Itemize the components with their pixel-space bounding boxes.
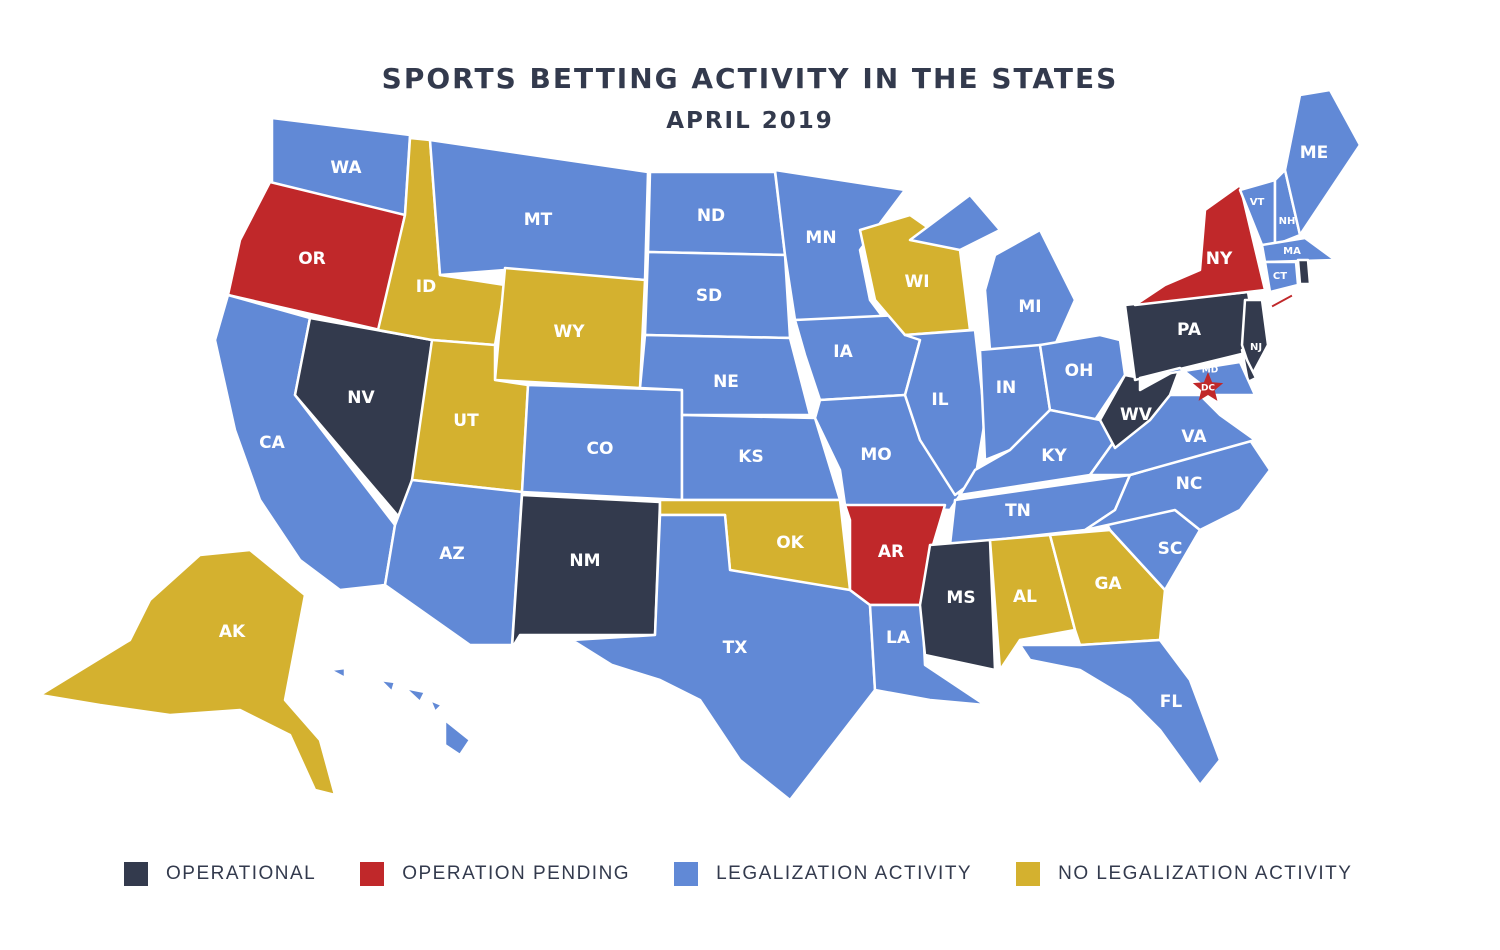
state-label-MD: MD (1202, 366, 1218, 376)
state-label-NM: NM (569, 551, 600, 571)
legend-label: OPERATION PENDING (402, 863, 631, 884)
state-CT (1263, 260, 1300, 294)
state-label-WV: WV (1120, 405, 1153, 425)
state-MD (1138, 360, 1257, 397)
legend-item-legalization: LEGALIZATION ACTIVITY (674, 862, 972, 886)
legend-swatch (674, 862, 699, 886)
state-FL (1018, 638, 1222, 787)
legend: OPERATIONAL OPERATION PENDING LEGALIZATI… (124, 862, 1396, 886)
state-label-AZ: AZ (439, 544, 464, 564)
state-label-CO: CO (587, 439, 614, 459)
state-AK (38, 548, 337, 797)
state-label-NE: NE (713, 372, 739, 392)
state-DE (1240, 348, 1258, 384)
legend-item-operational: OPERATIONAL (124, 862, 316, 886)
state-RI (1296, 258, 1312, 286)
state-label-SC: SC (1158, 539, 1183, 559)
state-AZ (383, 478, 524, 647)
state-HI (443, 718, 472, 757)
state-NC (1083, 438, 1272, 532)
state-MA (1260, 236, 1337, 264)
state-MI (983, 228, 1077, 352)
state-label-WI: WI (904, 272, 929, 292)
legend-label: NO LEGALIZATION ACTIVITY (1058, 863, 1353, 884)
legend-label: LEGALIZATION ACTIVITY (716, 863, 973, 884)
state-label-MS: MS (946, 588, 975, 608)
state-label-IA: IA (833, 342, 853, 362)
map-subtitle: APRIL 2019 (666, 108, 834, 134)
state-HI (328, 666, 347, 680)
state-label-OK: OK (776, 533, 804, 553)
state-label-LA: LA (886, 628, 911, 648)
state-NY (1268, 291, 1296, 311)
state-ME (1283, 88, 1362, 237)
state-label-NJ: NJ (1250, 342, 1262, 353)
state-label-DC: DC (1201, 384, 1215, 394)
legend-swatch (124, 862, 148, 886)
state-label-DE: DE (1270, 373, 1291, 389)
state-label-NY: NY (1206, 249, 1233, 269)
state-label-MO: MO (860, 445, 891, 465)
state-label-NH: NH (1279, 216, 1296, 227)
state-label-TX: TX (723, 638, 748, 658)
legend-item-none: NO LEGALIZATION ACTIVITY (1016, 862, 1352, 886)
state-label-IL: IL (931, 390, 948, 410)
state-label-CT: CT (1273, 271, 1287, 282)
state-label-OR: OR (298, 249, 326, 269)
state-label-NC: NC (1176, 474, 1203, 494)
state-label-AL: AL (1013, 587, 1037, 607)
state-label-AK: AK (219, 622, 246, 642)
state-HI (378, 678, 397, 694)
legend-swatch (1016, 862, 1041, 886)
state-label-MN: MN (805, 228, 836, 248)
state-label-NV: NV (347, 388, 375, 408)
state-OR (226, 180, 407, 332)
state-label-ND: ND (697, 206, 725, 226)
state-label-WA: WA (330, 158, 362, 178)
state-label-PA: PA (1177, 320, 1202, 340)
state-label-VT: VT (1250, 197, 1265, 208)
state-label-TN: TN (1005, 501, 1031, 521)
state-label-VA: VA (1181, 427, 1207, 447)
state-MN (773, 168, 907, 322)
state-label-ME: ME (1300, 143, 1329, 163)
state-label-FL: FL (1160, 692, 1183, 712)
state-label-GA: GA (1094, 574, 1122, 594)
state-TX (570, 513, 877, 802)
state-label-UT: UT (453, 411, 479, 431)
state-label-KY: KY (1041, 446, 1067, 466)
state-AL (988, 533, 1077, 672)
state-label-RI: RI (1314, 277, 1330, 293)
state-NM (510, 493, 662, 650)
state-IL (903, 328, 987, 497)
state-label-HI: HI (440, 671, 457, 687)
legend-item-pending: OPERATION PENDING (360, 862, 630, 886)
state-label-OH: OH (1065, 361, 1094, 381)
state-MS (918, 538, 997, 672)
state-MI (908, 193, 1002, 252)
state-label-AR: AR (878, 542, 904, 562)
state-HI (403, 686, 427, 704)
state-NY (1133, 183, 1267, 307)
state-label-IN: IN (996, 378, 1017, 398)
state-label-ID: ID (416, 277, 436, 297)
state-NJ (1240, 298, 1270, 377)
state-label-MI: MI (1018, 297, 1041, 317)
state-label-MT: MT (524, 210, 553, 230)
state-DC-star (1192, 372, 1224, 401)
state-label-KS: KS (738, 447, 763, 467)
legend-swatch (360, 862, 385, 886)
state-label-SD: SD (696, 286, 722, 306)
map-title: SPORTS BETTING ACTIVITY IN THE STATES (381, 62, 1119, 95)
state-label-CA: CA (259, 433, 285, 453)
legend-label: OPERATIONAL (166, 863, 317, 884)
state-label-MA: MA (1283, 246, 1301, 257)
state-HI (428, 698, 444, 714)
state-label-WY: WY (553, 322, 585, 342)
